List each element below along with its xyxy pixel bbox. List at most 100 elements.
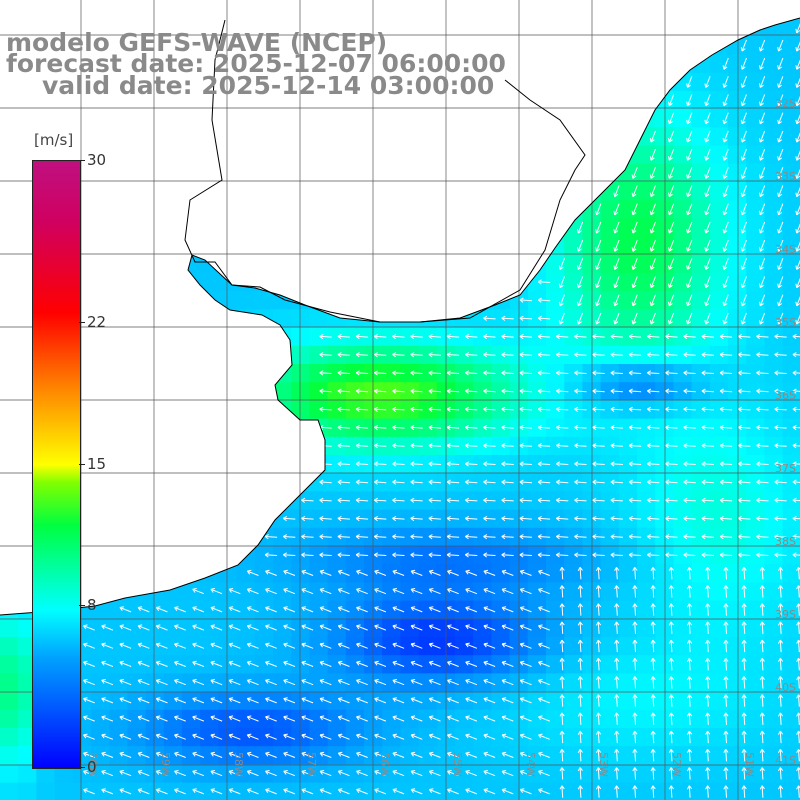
field-cell [455,455,474,474]
field-cell [709,400,729,420]
field-cell [709,709,729,729]
field-cell [145,746,165,765]
field-cell [782,600,800,620]
field-cell [691,382,711,401]
wind-arrow [774,352,787,358]
field-cell [382,345,401,365]
field-cell [564,382,583,401]
field-cell [546,509,565,529]
field-cell [709,509,729,529]
wind-arrow [483,333,496,340]
wind-arrow [501,315,514,321]
field-cell [764,655,784,674]
field-cell [145,655,165,674]
field-cell [109,600,128,620]
wind-arrow [777,221,784,234]
field-cell [746,345,765,365]
wind-arrow [774,370,787,376]
wind-arrow [686,258,693,270]
wind-arrow [722,130,729,143]
field-cell [254,564,274,583]
field-cell [218,618,238,638]
wind-arrow [631,258,638,270]
wind-arrow [519,352,532,358]
field-cell [127,709,147,729]
field-cell [746,673,765,693]
field-cell [673,418,693,438]
field-cell [254,637,274,656]
field-cell [491,564,511,583]
field-cell [637,746,656,765]
field-cell [382,746,401,765]
field-cell [491,309,511,329]
wind-arrow [719,333,733,340]
wind-arrow [519,370,532,376]
wind-arrow [756,388,769,394]
field-cell [637,637,656,656]
colorbar [32,160,81,769]
field-cell [637,473,656,492]
field-cell [491,455,511,474]
wind-arrow [668,221,675,234]
field-cell [327,655,347,674]
field-cell [236,782,256,800]
field-cell [400,473,420,492]
wind-arrow [740,57,747,70]
field-cell [564,637,583,656]
wind-arrow [610,333,623,340]
wind-arrow [483,370,496,376]
field-cell [746,564,765,583]
field-cell [546,546,565,565]
field-cell [273,764,292,784]
field-cell [327,582,347,602]
wind-arrow [410,388,423,394]
field-cell [655,673,674,693]
wind-arrow [519,315,532,321]
field-cell [546,709,565,729]
field-cell [546,655,565,674]
field-cell [400,728,420,747]
field-cell [691,509,711,529]
field-cell [291,345,310,365]
field-cell [746,691,765,711]
wind-arrow [631,276,638,289]
wind-arrow [792,352,800,358]
wind-arrow [649,167,656,179]
wind-arrow [631,203,638,216]
field-cell [655,327,674,347]
wind-arrow [613,221,620,234]
wind-arrow [577,312,584,325]
field-cell [327,382,347,401]
field-cell [691,655,711,674]
wind-arrow [613,276,620,289]
field-cell [709,564,729,583]
field-cell [618,527,638,547]
field-cell [382,455,401,474]
wind-arrow [646,333,660,340]
field-cell [455,418,474,438]
field-cell [182,728,201,747]
wind-arrow [649,203,656,216]
wind-arrow [446,333,460,340]
wind-arrow [501,352,514,358]
wind-arrow [686,112,693,125]
field-cell [455,564,474,583]
field-cell [764,546,784,565]
wind-arrow [795,95,800,107]
field-cell [673,618,693,638]
field-cell [637,709,656,729]
field-cell [546,618,565,638]
wind-arrow [704,112,711,125]
field-cell [618,764,638,784]
field-cell [618,582,638,602]
field-cell [600,746,620,765]
field-cell [418,637,438,656]
field-cell [345,564,365,583]
field-cell [746,746,765,765]
field-cell [564,564,583,583]
field-cell [782,764,800,784]
wind-arrow [719,388,733,394]
field-cell [746,509,765,529]
field-cell [637,600,656,620]
field-cell [0,746,19,765]
